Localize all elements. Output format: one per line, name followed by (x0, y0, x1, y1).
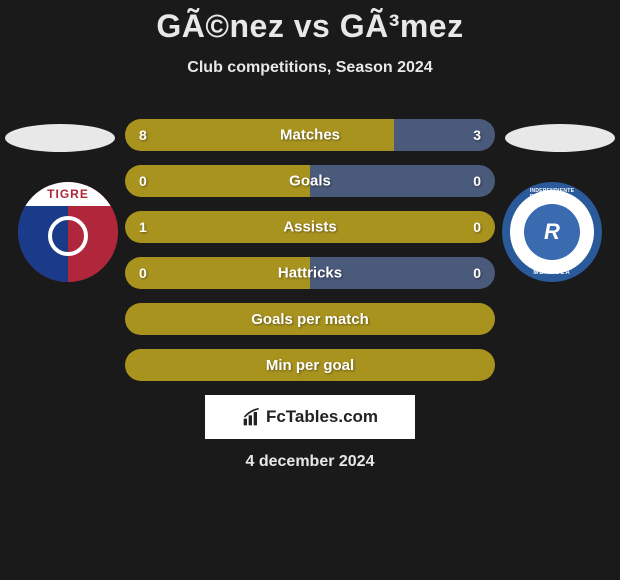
date-line: 4 december 2024 (0, 453, 620, 471)
stat-row: Matches 8 3 (0, 119, 620, 151)
brand-box: FcTables.com (205, 395, 415, 439)
stat-row: Min per goal (0, 349, 620, 381)
stat-row: Assists 1 0 (0, 211, 620, 243)
stat-value-left: 0 (139, 265, 147, 281)
stat-label: Hattricks (278, 265, 342, 282)
stat-value-right: 3 (473, 127, 481, 143)
stat-row: Goals per match (0, 303, 620, 335)
stat-bar: Matches 8 3 (125, 119, 495, 151)
stat-label: Assists (283, 219, 336, 236)
page-title: GÃ©nez vs GÃ³mez (0, 8, 620, 45)
stat-bar: Hattricks 0 0 (125, 257, 495, 289)
subtitle: Club competitions, Season 2024 (0, 59, 620, 77)
stat-label: Goals (289, 173, 331, 190)
stats-area: Matches83Goals00Assists10Hattricks00Goal… (0, 119, 620, 381)
stat-value-right: 0 (473, 265, 481, 281)
stat-value-left: 0 (139, 173, 147, 189)
stat-value-left: 1 (139, 219, 147, 235)
stat-row: Hattricks 0 0 (0, 257, 620, 289)
stat-value-right: 0 (473, 219, 481, 235)
brand-icon (242, 407, 262, 427)
stat-value-right: 0 (473, 173, 481, 189)
stat-pill: Min per goal (125, 349, 495, 381)
stat-row: Goals 0 0 (0, 165, 620, 197)
stat-bar: Goals 0 0 (125, 165, 495, 197)
stat-value-left: 8 (139, 127, 147, 143)
stat-bar: Assists 1 0 (125, 211, 495, 243)
stat-label: Matches (280, 127, 340, 144)
stat-pill: Goals per match (125, 303, 495, 335)
brand-text: FcTables.com (266, 407, 378, 427)
